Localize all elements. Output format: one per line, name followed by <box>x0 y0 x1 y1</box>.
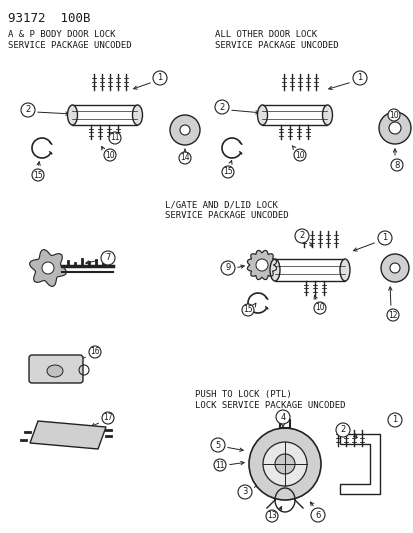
Ellipse shape <box>322 105 332 125</box>
Circle shape <box>386 309 398 321</box>
Circle shape <box>109 132 121 144</box>
Text: 3: 3 <box>242 488 247 497</box>
Text: 1: 1 <box>157 74 162 83</box>
Circle shape <box>387 109 399 121</box>
Circle shape <box>104 149 116 161</box>
Ellipse shape <box>47 365 63 377</box>
Text: 2: 2 <box>339 425 345 434</box>
Text: 13: 13 <box>266 512 276 521</box>
Ellipse shape <box>132 105 142 125</box>
Bar <box>72 105 137 125</box>
Bar <box>274 259 344 281</box>
Circle shape <box>262 442 306 486</box>
Text: 15: 15 <box>223 167 232 176</box>
Text: 15: 15 <box>242 305 252 314</box>
Text: SERVICE PACKAGE UNCODED: SERVICE PACKAGE UNCODED <box>8 41 131 50</box>
Text: 12: 12 <box>387 311 397 319</box>
Text: 2: 2 <box>299 231 304 240</box>
Circle shape <box>388 122 400 134</box>
Text: 11: 11 <box>110 133 119 142</box>
Circle shape <box>221 261 235 275</box>
Text: ALL OTHER DOOR LOCK: ALL OTHER DOOR LOCK <box>214 30 316 39</box>
Circle shape <box>310 508 324 522</box>
Circle shape <box>170 115 199 145</box>
Text: L/GATE AND D/LID LOCK: L/GATE AND D/LID LOCK <box>165 200 277 209</box>
Circle shape <box>32 169 44 181</box>
Text: 14: 14 <box>180 154 189 163</box>
Text: 17: 17 <box>103 414 112 423</box>
Circle shape <box>242 304 254 316</box>
Circle shape <box>293 149 305 161</box>
Circle shape <box>211 438 224 452</box>
Text: 1: 1 <box>382 233 387 243</box>
Text: 10: 10 <box>314 303 324 312</box>
Circle shape <box>377 231 391 245</box>
Text: A & P BODY DOOR LOCK: A & P BODY DOOR LOCK <box>8 30 115 39</box>
FancyBboxPatch shape <box>29 355 83 383</box>
Circle shape <box>102 412 114 424</box>
Circle shape <box>89 346 101 358</box>
Circle shape <box>387 413 401 427</box>
Text: 9: 9 <box>225 263 230 272</box>
Text: SERVICE PACKAGE UNCODED: SERVICE PACKAGE UNCODED <box>214 41 338 50</box>
Text: 1: 1 <box>356 74 362 83</box>
Circle shape <box>221 166 233 178</box>
Text: 11: 11 <box>215 461 224 470</box>
Ellipse shape <box>269 259 279 281</box>
Text: 15: 15 <box>33 171 43 180</box>
Circle shape <box>153 71 166 85</box>
Text: 93172  100B: 93172 100B <box>8 12 90 25</box>
Circle shape <box>255 259 267 271</box>
Text: 6: 6 <box>315 511 320 520</box>
Circle shape <box>275 410 289 424</box>
Circle shape <box>214 100 228 114</box>
Text: 2: 2 <box>25 106 31 115</box>
Circle shape <box>389 263 399 273</box>
Text: 1: 1 <box>392 416 396 424</box>
Text: 2: 2 <box>219 102 224 111</box>
Text: 16: 16 <box>90 348 100 357</box>
Circle shape <box>237 485 252 499</box>
Circle shape <box>178 152 190 164</box>
Text: PUSH TO LOCK (PTL): PUSH TO LOCK (PTL) <box>195 390 291 399</box>
Circle shape <box>313 302 325 314</box>
Circle shape <box>274 454 294 474</box>
Circle shape <box>378 112 410 144</box>
Ellipse shape <box>67 105 77 125</box>
Polygon shape <box>30 421 106 449</box>
Text: 10: 10 <box>388 110 398 119</box>
Circle shape <box>101 251 115 265</box>
Text: SERVICE PACKAGE UNCODED: SERVICE PACKAGE UNCODED <box>165 211 288 220</box>
Text: 7: 7 <box>105 254 110 262</box>
Ellipse shape <box>257 105 267 125</box>
Text: 8: 8 <box>393 160 399 169</box>
Text: 10: 10 <box>294 150 304 159</box>
Text: LOCK SERVICE PACKAGE UNCODED: LOCK SERVICE PACKAGE UNCODED <box>195 401 345 410</box>
Text: 10: 10 <box>105 150 114 159</box>
Text: 4: 4 <box>280 413 285 422</box>
Polygon shape <box>247 251 276 279</box>
Circle shape <box>266 510 277 522</box>
Circle shape <box>42 262 54 274</box>
Ellipse shape <box>339 259 349 281</box>
Circle shape <box>390 159 402 171</box>
Circle shape <box>180 125 190 135</box>
Polygon shape <box>30 249 66 286</box>
Text: 5: 5 <box>215 440 220 449</box>
Circle shape <box>21 103 35 117</box>
Circle shape <box>248 428 320 500</box>
Circle shape <box>380 254 408 282</box>
Circle shape <box>214 459 225 471</box>
Circle shape <box>352 71 366 85</box>
Circle shape <box>294 229 308 243</box>
Bar <box>262 105 327 125</box>
Circle shape <box>335 423 349 437</box>
